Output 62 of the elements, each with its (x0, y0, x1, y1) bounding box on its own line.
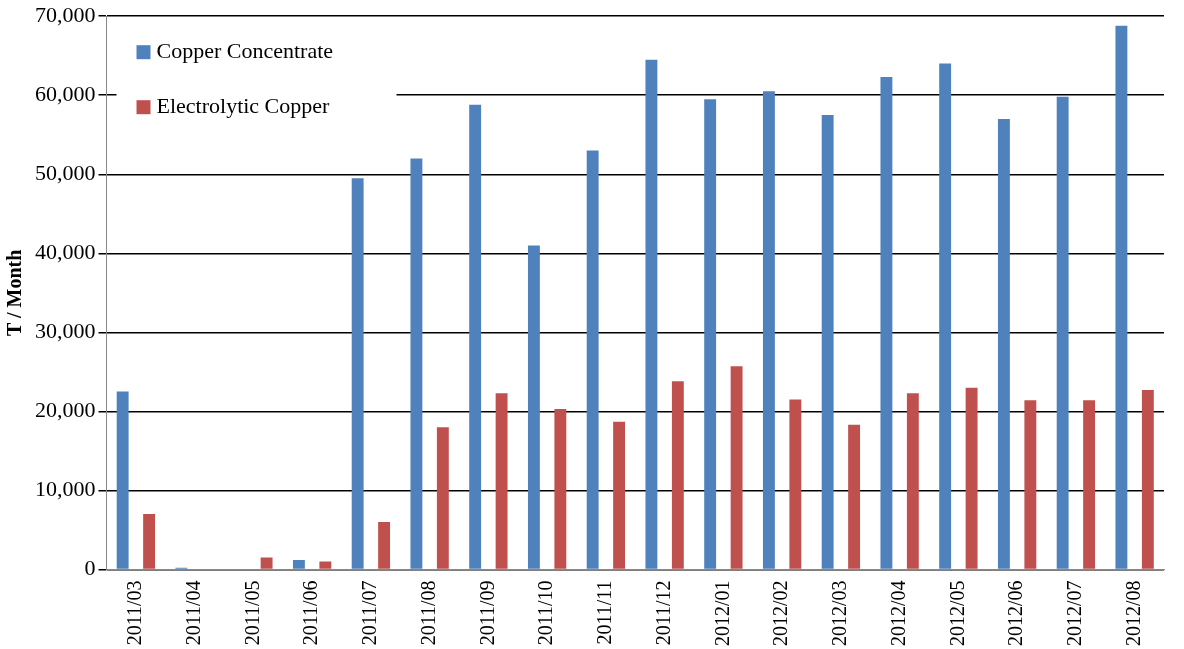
y-tick-label: 0 (84, 555, 96, 581)
x-tick-label: 2012/03 (828, 580, 851, 647)
bar (613, 421, 626, 569)
x-tick-label: 2012/08 (1121, 580, 1144, 647)
x-tick-label: 2011/06 (299, 580, 322, 646)
bar (671, 381, 684, 569)
bar (1083, 400, 1096, 569)
x-tick-label: 2011/11 (593, 580, 616, 645)
y-axis-title: T / Month (3, 249, 26, 336)
bar (645, 59, 658, 569)
bar (704, 99, 717, 569)
bar (1141, 390, 1154, 569)
x-tick-label: 2011/05 (240, 580, 263, 646)
bar (260, 557, 273, 569)
bar (378, 522, 391, 569)
x-tick-label: 2011/10 (534, 580, 557, 646)
bar (469, 104, 482, 569)
bar (351, 178, 364, 569)
bar (410, 158, 423, 569)
y-tick-label: 20,000 (35, 397, 96, 423)
bar (821, 114, 834, 569)
x-tick-label: 2012/01 (710, 580, 733, 647)
bar (1115, 25, 1128, 569)
legend-label: Copper Concentrate (156, 37, 334, 63)
bar (762, 91, 775, 569)
y-tick-label: 10,000 (35, 476, 96, 502)
bar (527, 245, 540, 569)
bar (1024, 400, 1037, 569)
y-tick-label: 60,000 (35, 81, 96, 107)
bar (495, 393, 508, 569)
x-tick-label: 2012/06 (1004, 580, 1027, 647)
bar (116, 391, 129, 569)
bar (965, 387, 978, 569)
bar (554, 409, 567, 569)
x-tick-label: 2011/07 (358, 580, 381, 646)
x-tick-label: 2012/05 (945, 580, 968, 647)
bar (848, 424, 861, 569)
bar (997, 118, 1010, 569)
legend-label: Electrolytic Copper (156, 92, 331, 118)
bar (880, 77, 893, 569)
y-tick-label: 70,000 (35, 1, 96, 27)
x-tick-label: 2011/09 (475, 580, 498, 646)
bar (292, 559, 305, 569)
x-tick-label: 2011/08 (416, 580, 439, 646)
bar (939, 63, 952, 569)
bar (1056, 96, 1069, 569)
x-tick-label: 2012/07 (1063, 580, 1086, 647)
y-tick-label: 30,000 (35, 318, 96, 344)
y-tick-label: 40,000 (35, 239, 96, 265)
x-tick-label: 2011/12 (651, 580, 674, 646)
y-tick-label: 50,000 (35, 160, 96, 186)
bar (143, 514, 156, 569)
x-tick-label: 2011/03 (123, 580, 146, 646)
x-tick-label: 2011/04 (181, 580, 204, 646)
bar (730, 366, 743, 569)
bar (789, 399, 802, 569)
bar (906, 393, 919, 569)
bar (319, 561, 332, 569)
x-tick-label: 2012/04 (886, 580, 909, 647)
bar (586, 150, 599, 569)
x-tick-label: 2012/02 (769, 580, 792, 647)
bar (436, 427, 449, 569)
